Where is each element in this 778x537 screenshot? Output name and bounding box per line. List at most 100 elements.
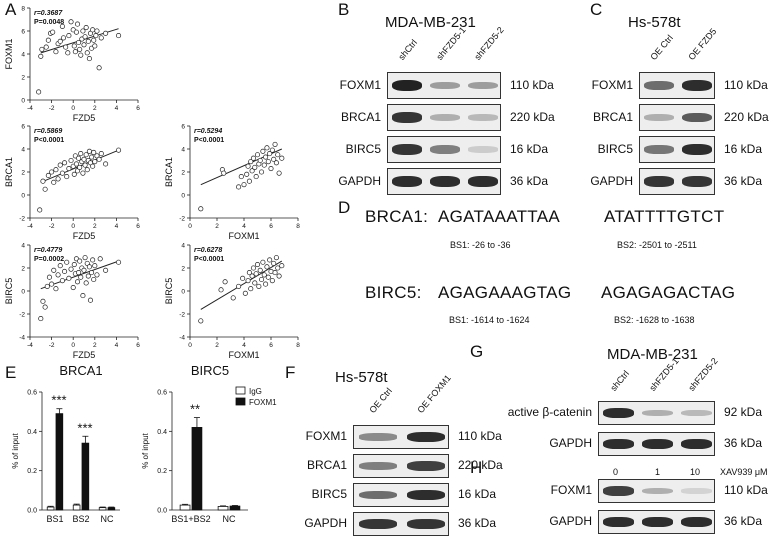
x-tick-label: 0 [71, 223, 75, 230]
data-point [81, 156, 87, 162]
y-axis-label: % of input [11, 432, 20, 468]
data-point [45, 37, 51, 43]
data-point [252, 164, 258, 170]
data-point [49, 281, 55, 287]
brca1-seq2: ATATTTTGTCT [604, 207, 725, 226]
x-tick-label: 4 [242, 342, 246, 349]
protein-label: BIRC5 [597, 141, 633, 156]
x-tick-label: 4 [242, 223, 246, 230]
data-point [74, 279, 81, 285]
x-tick-label: -2 [49, 105, 55, 112]
y-tick-label: -2 [19, 216, 25, 223]
data-point [59, 278, 65, 284]
data-point [83, 24, 89, 31]
data-point [42, 304, 48, 310]
data-point [263, 281, 269, 287]
blot-strip [353, 483, 449, 507]
y-tick-label: 4 [181, 243, 185, 250]
data-point [98, 151, 104, 157]
data-point [78, 151, 84, 157]
data-point [241, 182, 247, 188]
panel-letter-e: E [5, 363, 17, 382]
data-point [246, 270, 252, 276]
brca1-seq1: AGATAAATTAA [438, 207, 561, 226]
data-point [260, 259, 266, 265]
blot-strip [353, 425, 449, 449]
y-tick-label: -4 [179, 335, 185, 342]
data-point [256, 283, 262, 289]
x-tick-label: 2 [215, 223, 219, 230]
protein-band [603, 486, 634, 496]
data-point [273, 255, 279, 261]
data-point [60, 35, 67, 41]
brca1-bs2: BS2: -2501 to -2511 [617, 240, 697, 250]
category-label: NC [101, 514, 114, 524]
dose-10: 10 [690, 467, 701, 477]
data-point [230, 295, 236, 301]
data-point [258, 169, 265, 175]
blot-f-title: Hs-578t [335, 369, 388, 386]
blot-strip [639, 136, 715, 163]
x-tick-label: 2 [93, 223, 97, 230]
protein-label: FOXM1 [339, 77, 381, 92]
data-point [71, 171, 77, 177]
panel-e-chip-bar-charts: BRCA1 0.0 0.2 0.4 0.6 % of input BS1 *** BS2 *** N… [11, 363, 277, 524]
scatter-a4: 4 2 0 -2 -4-4 -2 0 2 4 6 FZD5 BIRC5 r=0.4779 P=0.0002 [4, 243, 140, 361]
data-point [71, 43, 77, 49]
blot-strip [387, 136, 501, 163]
protein-band [430, 113, 460, 122]
regression-line [200, 260, 283, 310]
data-point [275, 152, 281, 158]
y-tick-label: 2 [21, 266, 25, 273]
y-tick-label: -2 [179, 312, 185, 319]
data-point [46, 274, 52, 280]
protein-band [642, 409, 673, 417]
y-tick-label: 6 [21, 124, 25, 131]
data-point [257, 157, 263, 164]
data-point [248, 286, 254, 292]
x-tick-label: 4 [115, 342, 119, 349]
blot-strip [639, 104, 715, 131]
protein-label: FOXM1 [305, 429, 347, 443]
protein-band [359, 462, 397, 470]
data-point [249, 273, 255, 279]
protein-label: BIRC5 [311, 487, 347, 501]
bar-igg [72, 504, 81, 511]
protein-band [468, 114, 498, 121]
x-tick-label: 6 [136, 105, 140, 112]
blot-strip [598, 479, 715, 503]
data-point [92, 43, 98, 49]
panel-letter-h: H [470, 458, 483, 477]
protein-band [644, 176, 674, 187]
bar-igg [217, 506, 229, 511]
chart-title: BRCA1 [59, 363, 102, 378]
y-tick-label: 0.0 [27, 508, 37, 515]
blot-strip [639, 168, 715, 195]
kda-label: 36 kDa [458, 516, 497, 530]
data-point [76, 270, 82, 276]
x-tick-label: 4 [115, 223, 119, 230]
data-point [98, 35, 104, 41]
protein-band [359, 519, 397, 529]
significance-mark: ** [190, 402, 200, 417]
lane-label: OE FOXM1 [415, 372, 453, 415]
data-point [103, 161, 109, 167]
data-point [43, 44, 49, 50]
blot-strip [387, 104, 501, 131]
y-tick-label: -2 [19, 312, 25, 319]
x-tick-label: 6 [136, 223, 140, 230]
data-point [78, 274, 84, 280]
data-point [63, 44, 69, 50]
data-point [82, 255, 88, 261]
blot-c-title: Hs-578t [628, 14, 681, 31]
data-point [66, 166, 72, 172]
protein-band [681, 488, 712, 494]
data-point [77, 164, 83, 170]
data-point [218, 287, 224, 293]
data-point [198, 318, 204, 324]
significance-mark: *** [77, 420, 92, 435]
legend-igg-label: IgG [249, 387, 262, 396]
y-tick-label: 0.4 [157, 429, 167, 436]
data-point [77, 258, 83, 264]
kda-label: 92 kDa [724, 405, 763, 419]
